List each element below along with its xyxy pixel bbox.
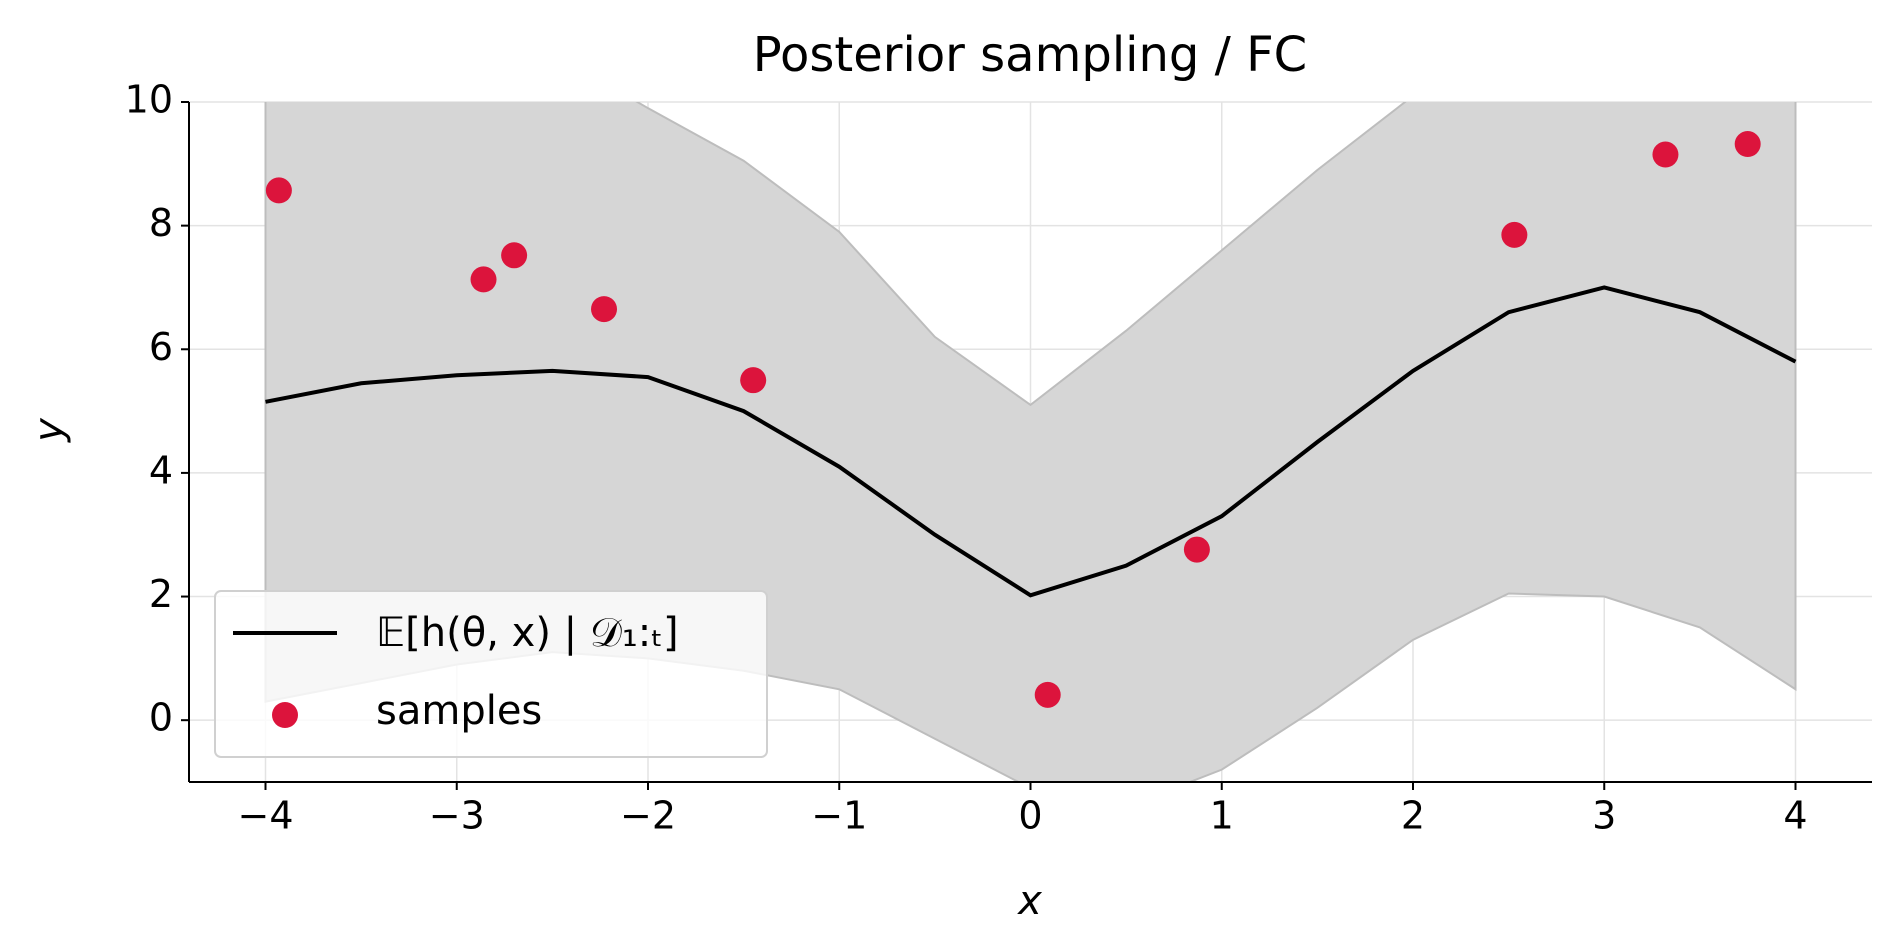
y-tick-label: 2	[149, 572, 173, 616]
y-tick-label: 0	[149, 696, 173, 740]
x-tick-label: 2	[1401, 794, 1425, 838]
x-axis-label: x	[1016, 878, 1042, 924]
x-tick-label: 4	[1783, 794, 1807, 838]
chart-title: Posterior sampling / FC	[753, 27, 1307, 83]
legend: 𝔼[h(θ, x) | 𝒟₁:ₜ] samples	[214, 590, 768, 758]
x-tick-label: 0	[1018, 794, 1042, 838]
legend-label: 𝔼[h(θ, x) | 𝒟₁:ₜ]	[376, 610, 679, 656]
x-tick-label: −3	[429, 794, 485, 838]
y-tick-label: 10	[125, 78, 173, 122]
y-tick-label: 4	[149, 448, 173, 492]
sample-point	[1034, 681, 1061, 708]
x-tick-label: 1	[1210, 794, 1234, 838]
y-tick-label: 6	[149, 325, 173, 369]
x-tick-label: −1	[811, 794, 867, 838]
x-tick-label: −4	[237, 794, 293, 838]
sample-point	[1652, 141, 1679, 168]
legend-box	[214, 590, 768, 758]
sample-point	[1501, 221, 1528, 248]
x-tick-label: −2	[620, 794, 676, 838]
legend-swatch	[272, 702, 298, 728]
sample-point	[1183, 536, 1210, 563]
axes: −4 −3 −2 −1 0 1 2 3 4 0 2 4 6 8 10	[125, 78, 1872, 838]
sample-point	[740, 367, 767, 394]
x-tick-label: 3	[1592, 794, 1616, 838]
y-tick-label: 8	[149, 201, 173, 245]
sample-point	[1734, 131, 1761, 158]
sample-point	[591, 296, 618, 323]
mean-line	[265, 285, 1797, 598]
legend-label: samples	[376, 688, 542, 734]
y-axis-label: y	[26, 417, 72, 443]
sample-point	[470, 266, 497, 293]
sample-point	[265, 177, 292, 204]
sample-point	[501, 242, 528, 269]
